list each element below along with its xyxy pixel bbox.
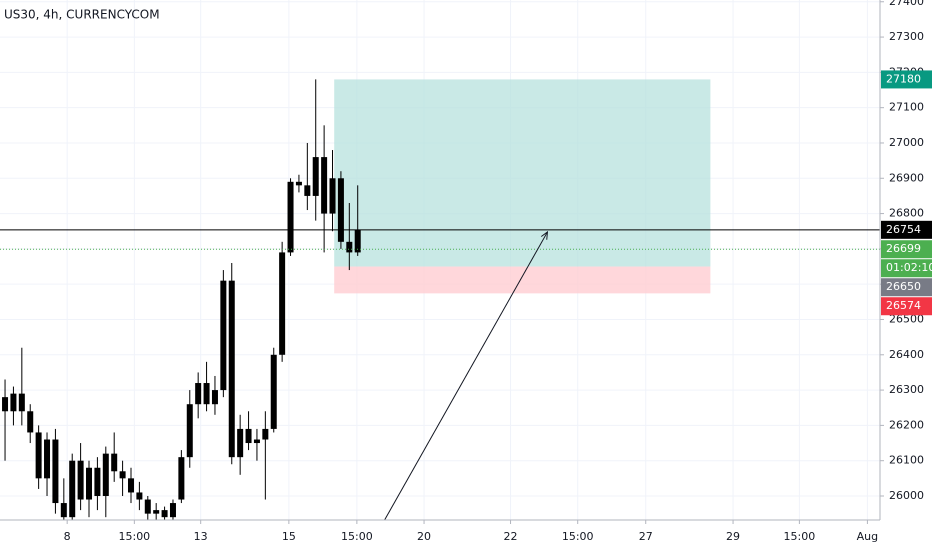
price-label: 26650: [886, 280, 921, 293]
price-label: 26574: [886, 299, 921, 312]
x-tick-label: 15:00: [562, 530, 594, 543]
profit-zone: [334, 79, 711, 267]
trend-arrow: [384, 232, 548, 520]
candle-body: [237, 428, 244, 458]
candle-body: [77, 460, 84, 500]
candle-body: [354, 229, 361, 253]
price-label-bg: [881, 240, 932, 259]
candle-body: [228, 280, 235, 458]
candle-body: [295, 181, 302, 186]
y-tick-label: 26300: [889, 383, 924, 396]
candle-body: [211, 390, 218, 405]
candle-body: [279, 252, 286, 355]
candle-body: [195, 383, 202, 405]
candle-body: [245, 428, 252, 444]
candle-body: [52, 439, 59, 504]
y-tick-label: 27400: [889, 0, 924, 8]
x-tick-label: 20: [417, 530, 431, 543]
price-label-bg: [881, 278, 932, 297]
candle-body: [86, 467, 93, 500]
axes: 2600026100262002630026400265002660026700…: [64, 0, 932, 543]
candle-body: [94, 467, 101, 496]
candle-body: [346, 241, 353, 253]
candle-body: [178, 457, 185, 500]
candle-body: [35, 432, 42, 479]
candle-body: [337, 178, 344, 242]
price-label: 26699: [886, 242, 921, 255]
x-tick-label: 13: [194, 530, 208, 543]
price-label-bg: [881, 70, 932, 89]
x-tick-label: 15:00: [118, 530, 150, 543]
x-tick-label: 15:00: [784, 530, 816, 543]
x-tick-label: 27: [639, 530, 653, 543]
y-tick-label: 26100: [889, 454, 924, 467]
candle-body: [161, 510, 168, 518]
y-tick-label: 27100: [889, 101, 924, 114]
loss-zone: [334, 266, 711, 294]
price-label: 27180: [886, 72, 921, 85]
candle-body: [169, 503, 176, 518]
candle-body: [270, 354, 277, 429]
x-tick-label: 15:00: [341, 530, 373, 543]
y-tick-label: 27000: [889, 136, 924, 149]
y-tick-label: 26500: [889, 312, 924, 325]
y-tick-label: 26000: [889, 489, 924, 502]
chart-title: US30, 4h, CURRENCYCOM: [4, 8, 160, 22]
y-tick-label: 26200: [889, 418, 924, 431]
candle-body: [2, 397, 9, 412]
candle-body: [153, 510, 160, 514]
candle-body: [203, 383, 210, 405]
candle-body: [253, 439, 260, 444]
y-tick-label: 26400: [889, 348, 924, 361]
price-label-bg: [881, 297, 932, 316]
x-tick-label: 8: [64, 530, 71, 543]
candle-body: [69, 460, 76, 518]
candle-body: [136, 492, 143, 500]
y-tick-label: 27300: [889, 30, 924, 43]
price-label-bg: [881, 259, 932, 278]
price-label: 26754: [886, 223, 921, 236]
candle-body: [186, 404, 193, 458]
candle-body: [102, 453, 109, 496]
candle-body: [304, 185, 311, 196]
candle-body: [119, 471, 126, 479]
candle-body: [312, 157, 319, 196]
candle-body: [44, 439, 51, 479]
x-tick-label: Aug: [857, 530, 878, 543]
candle-body: [10, 393, 17, 412]
candle-body: [321, 157, 328, 214]
price-label-bg: [881, 220, 932, 239]
x-tick-label: 29: [726, 530, 740, 543]
plot-area: [0, 0, 880, 520]
candle-body: [127, 478, 134, 493]
price-label: 01:02:10: [886, 261, 932, 274]
candle-body: [111, 453, 118, 472]
candle-body: [220, 280, 227, 391]
candle-body: [18, 393, 25, 412]
x-tick-label: 22: [504, 530, 518, 543]
candle-body: [287, 181, 294, 253]
candle-body: [144, 499, 151, 514]
candle-body: [329, 178, 336, 214]
y-tick-label: 26800: [889, 207, 924, 220]
candle-body: [262, 428, 269, 440]
candle-body: [27, 411, 34, 433]
candle-body: [60, 503, 67, 518]
y-tick-label: 26900: [889, 171, 924, 184]
x-tick-label: 15: [282, 530, 296, 543]
